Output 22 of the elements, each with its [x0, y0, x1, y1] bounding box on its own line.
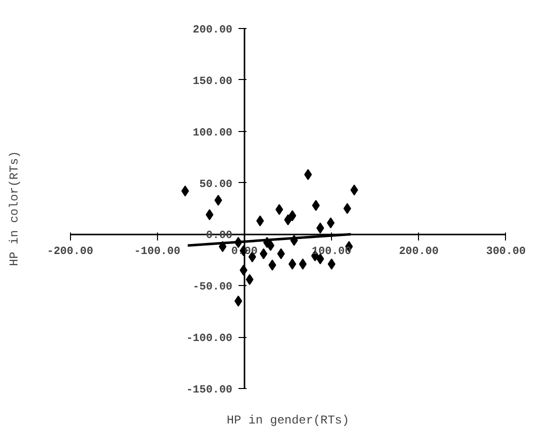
y-tick-label: -50.00: [192, 282, 232, 294]
point: [343, 203, 352, 214]
y-tick-label: 150.00: [192, 76, 232, 88]
y-tick-label: 50.00: [199, 178, 232, 191]
y-axis-title: HP in color(RTs): [8, 150, 22, 266]
point: [350, 184, 358, 196]
y-tick-label: 100.00: [192, 127, 232, 140]
x-tick-label: -100.00: [134, 246, 180, 258]
point: [298, 258, 307, 270]
point: [275, 204, 284, 216]
point: [268, 260, 276, 271]
point: [326, 217, 335, 228]
point: [234, 296, 242, 307]
y-tick-label: -100.00: [186, 333, 232, 346]
y-tick-label: -150.00: [186, 384, 232, 396]
x-axis-title: HP in gender(RTs): [226, 414, 350, 428]
y-tick-label: 200.00: [192, 24, 232, 36]
x-tick-label: -200.00: [46, 246, 94, 258]
x-tick-label: 200.00: [398, 246, 439, 258]
point: [214, 194, 222, 206]
x-tick-label: 300.00: [486, 246, 526, 258]
point: [316, 222, 324, 234]
